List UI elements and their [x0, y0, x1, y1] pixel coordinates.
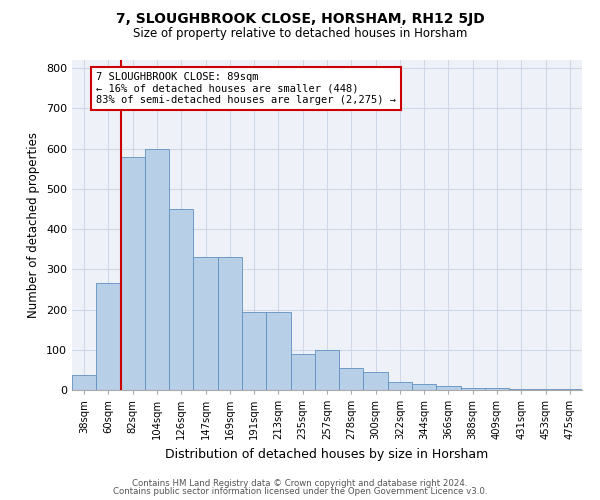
- Bar: [121, 156, 145, 390]
- Bar: [290, 354, 315, 390]
- Bar: [169, 209, 193, 390]
- Bar: [485, 388, 509, 390]
- Bar: [193, 257, 218, 390]
- Bar: [461, 388, 485, 390]
- Bar: [72, 374, 96, 390]
- Bar: [412, 384, 436, 390]
- Bar: [339, 368, 364, 390]
- Bar: [266, 312, 290, 390]
- Bar: [242, 312, 266, 390]
- Y-axis label: Number of detached properties: Number of detached properties: [28, 132, 40, 318]
- Bar: [509, 389, 533, 390]
- Bar: [388, 382, 412, 390]
- Text: 7 SLOUGHBROOK CLOSE: 89sqm
← 16% of detached houses are smaller (448)
83% of sem: 7 SLOUGHBROOK CLOSE: 89sqm ← 16% of deta…: [96, 72, 396, 106]
- Text: Size of property relative to detached houses in Horsham: Size of property relative to detached ho…: [133, 28, 467, 40]
- Bar: [96, 284, 121, 390]
- Text: Contains public sector information licensed under the Open Government Licence v3: Contains public sector information licen…: [113, 487, 487, 496]
- X-axis label: Distribution of detached houses by size in Horsham: Distribution of detached houses by size …: [166, 448, 488, 460]
- Bar: [533, 389, 558, 390]
- Bar: [364, 372, 388, 390]
- Bar: [145, 148, 169, 390]
- Bar: [218, 257, 242, 390]
- Bar: [436, 386, 461, 390]
- Text: Contains HM Land Registry data © Crown copyright and database right 2024.: Contains HM Land Registry data © Crown c…: [132, 478, 468, 488]
- Bar: [558, 389, 582, 390]
- Text: 7, SLOUGHBROOK CLOSE, HORSHAM, RH12 5JD: 7, SLOUGHBROOK CLOSE, HORSHAM, RH12 5JD: [116, 12, 484, 26]
- Bar: [315, 350, 339, 390]
